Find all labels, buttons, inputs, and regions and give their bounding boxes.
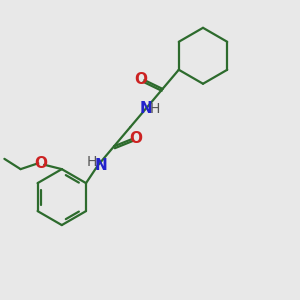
Text: N: N xyxy=(140,101,153,116)
Text: O: O xyxy=(134,72,147,87)
Text: H: H xyxy=(86,155,97,169)
Text: H: H xyxy=(150,102,160,116)
Text: O: O xyxy=(35,156,48,171)
Text: N: N xyxy=(95,158,108,173)
Text: O: O xyxy=(130,131,142,146)
